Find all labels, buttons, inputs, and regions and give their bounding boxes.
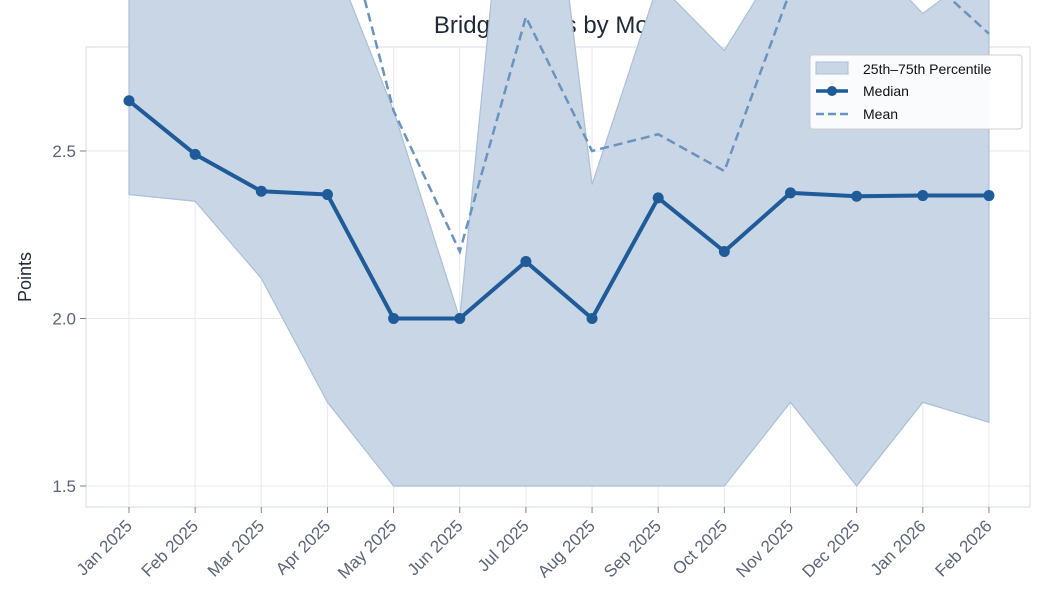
x-tick-label: Apr 2025 <box>272 516 334 578</box>
x-tick-label: Oct 2025 <box>669 516 731 578</box>
y-axis-label: Points <box>15 252 35 302</box>
x-tick-label: May 2025 <box>334 516 400 582</box>
x-tick-label: Nov 2025 <box>732 516 797 581</box>
legend-label-median: Median <box>863 83 909 99</box>
median-point <box>255 185 267 197</box>
mean-line-layer <box>363 0 990 256</box>
mean-line <box>363 0 990 256</box>
legend-label-mean: Mean <box>863 106 898 122</box>
median-point <box>652 192 664 204</box>
y-tick-label: 2.0 <box>52 310 76 329</box>
median-point <box>123 95 135 107</box>
percentile-band <box>128 0 990 487</box>
median-line-layer <box>123 95 995 324</box>
y-tick-label: 1.5 <box>52 477 76 496</box>
legend-label-band: 25th–75th Percentile <box>863 61 992 77</box>
x-tick-label: Jan 2026 <box>867 516 930 579</box>
legend-box <box>809 54 1023 130</box>
median-point <box>718 246 730 257</box>
median-point <box>520 256 532 268</box>
median-point <box>851 190 863 202</box>
median-point <box>586 313 598 324</box>
x-tick-label: Aug 2025 <box>534 516 599 581</box>
median-point <box>321 189 333 201</box>
median-point <box>917 190 929 202</box>
percentile-band-layer <box>128 0 990 487</box>
x-tick-label: Dec 2025 <box>799 516 864 581</box>
x-tick-label: Jul 2025 <box>474 516 533 575</box>
legend-band-swatch <box>815 61 849 75</box>
x-axis-ticks: Jan 2025 Feb 2025 Mar 2025 Apr 2025 May 2025… <box>73 507 996 583</box>
x-tick-label: Mar 2025 <box>204 516 268 580</box>
y-axis-ticks: 1.52.02.53.03.54.0 <box>52 142 86 496</box>
median-point <box>785 187 796 199</box>
legend: 25th–75th Percentile Median Mean <box>809 54 1023 130</box>
legend-median-marker <box>827 86 837 96</box>
x-tick-label: Feb 2025 <box>138 516 202 580</box>
median-point <box>388 313 400 324</box>
median-point <box>189 148 201 160</box>
y-tick-label: 2.5 <box>52 142 76 161</box>
median-point <box>454 313 466 324</box>
x-tick-label: Jan 2025 <box>73 516 136 579</box>
x-tick-label: Feb 2026 <box>932 516 996 580</box>
median-line <box>127 99 989 321</box>
x-tick-label: Sep 2025 <box>600 516 665 581</box>
x-tick-label: Jun 2025 <box>404 516 467 579</box>
median-point <box>983 190 995 202</box>
